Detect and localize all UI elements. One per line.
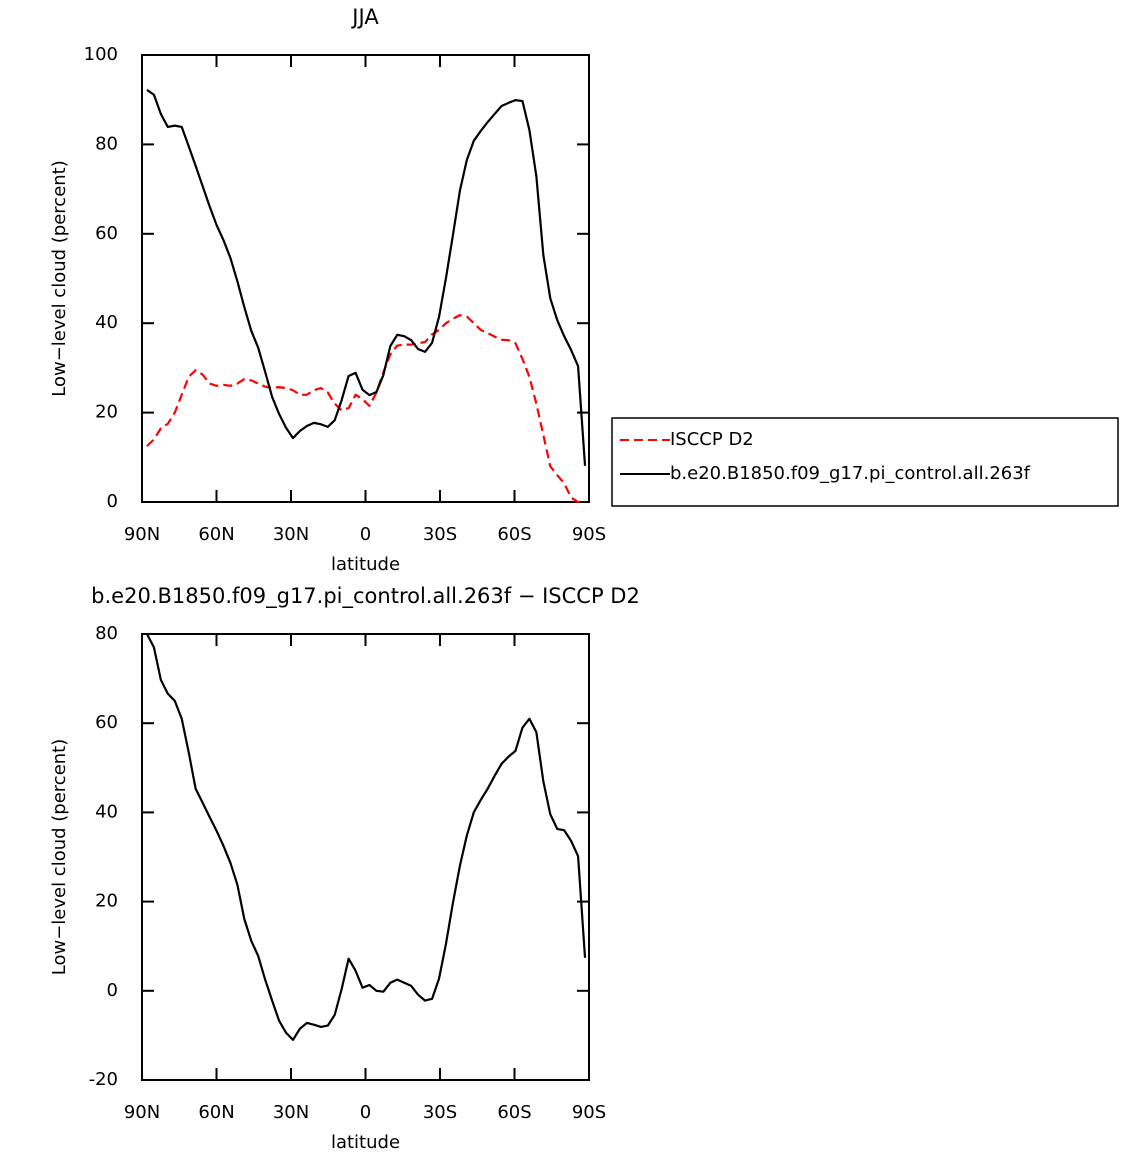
x-tick-label: 60S [497,1102,531,1123]
x-tick-label: 30S [423,524,457,545]
data-line [146,314,586,504]
y-tick-label: 0 [107,491,118,512]
data-line [146,88,587,466]
x-tick-label: 60N [198,524,234,545]
legend-label: b.e20.B1850.f09_g17.pi_control.all.263f [670,463,1031,484]
y-tick-label: 80 [95,623,118,644]
y-tick-label: 60 [95,223,118,244]
y-tick-label: 20 [95,402,118,423]
x-tick-label: 30N [273,1102,309,1123]
x-tick-label: 90S [572,524,606,545]
y-tick-label: -20 [89,1069,118,1090]
x-tick-label: 0 [360,1102,371,1123]
x-axis-label: latitude [331,1132,400,1153]
plot-frame [141,633,590,1081]
y-tick-label: 100 [84,44,118,65]
y-tick-label: 20 [95,891,118,912]
x-tick-label: 90N [124,1102,160,1123]
x-tick-label: 60S [497,524,531,545]
y-tick-label: 60 [95,712,118,733]
y-axis-label: Low−level cloud (percent) [49,739,70,976]
x-axis-label: latitude [331,554,400,575]
y-tick-label: 80 [95,133,118,154]
legend-label: ISCCP D2 [670,429,754,450]
y-tick-label: 40 [95,801,118,822]
x-tick-label: 90S [572,1102,606,1123]
y-axis-label: Low−level cloud (percent) [49,160,70,397]
x-tick-label: 30S [423,1102,457,1123]
x-tick-label: 60N [198,1102,234,1123]
chart-title: JJA [350,5,379,29]
chart-title: b.e20.B1850.f09_g17.pi_control.all.263f … [91,584,640,609]
plot-frame [141,54,590,503]
x-tick-label: 0 [360,524,371,545]
y-tick-label: 40 [95,312,118,333]
x-tick-label: 30N [273,524,309,545]
y-tick-label: 0 [107,980,118,1001]
legend-box [611,417,1119,507]
x-tick-label: 90N [124,524,160,545]
data-line [145,633,587,1041]
